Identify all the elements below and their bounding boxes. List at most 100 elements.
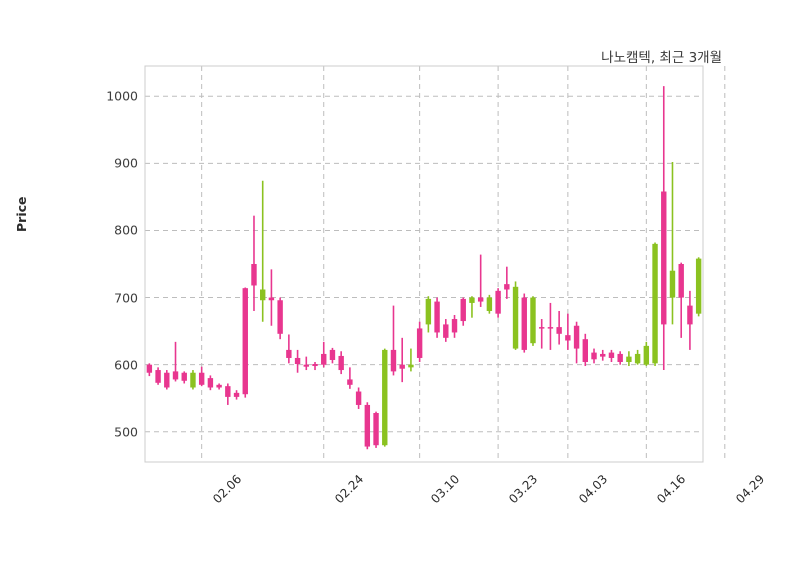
- candle-body: [268, 297, 275, 301]
- candle-body: [539, 327, 545, 329]
- candle-body: [512, 286, 519, 349]
- candlestick: [338, 351, 344, 375]
- candle-body: [172, 371, 179, 380]
- candlestick: [146, 363, 153, 377]
- candle-body: [312, 364, 318, 367]
- candlestick: [695, 257, 702, 317]
- candlestick: [355, 387, 362, 409]
- candlestick: [626, 351, 632, 367]
- candle-body: [443, 324, 449, 338]
- candle-body: [530, 297, 536, 344]
- candle-body: [390, 349, 397, 372]
- candle-body: [652, 243, 658, 364]
- y-axis-tick-label: 600: [114, 357, 138, 373]
- candlestick: [181, 371, 187, 384]
- candle-body: [495, 290, 501, 314]
- candle-body: [460, 298, 466, 322]
- candlestick: [225, 383, 231, 405]
- candlestick: [530, 296, 536, 346]
- candle-body: [521, 297, 527, 350]
- y-axis-tick-label: 800: [114, 222, 138, 238]
- candlestick: [469, 296, 475, 318]
- candle-body: [425, 298, 432, 325]
- candlestick: [600, 349, 606, 361]
- candle-body: [695, 258, 702, 314]
- candlestick: [260, 180, 266, 322]
- candlestick: [251, 215, 257, 311]
- candle-body: [373, 413, 379, 446]
- candlestick: [565, 313, 571, 350]
- candlestick: [233, 390, 240, 400]
- candle-body: [634, 353, 641, 364]
- candlestick: [661, 86, 667, 371]
- candle-body: [416, 328, 423, 358]
- candlestick: [364, 402, 371, 450]
- candle-body: [286, 349, 292, 358]
- candlestick: [687, 290, 693, 350]
- candle-body: [547, 327, 554, 329]
- candle-body: [347, 379, 353, 385]
- grid-lines: [145, 66, 726, 462]
- candle-body: [294, 357, 301, 365]
- candle-body: [277, 300, 283, 334]
- candlestick: [312, 361, 318, 371]
- candlestick: [486, 294, 493, 314]
- candle-body: [382, 349, 388, 446]
- candle-body: [565, 335, 571, 341]
- candlestick: [164, 370, 170, 390]
- candle-body: [181, 372, 187, 381]
- candle-body: [260, 289, 266, 301]
- candle-body: [355, 391, 362, 405]
- candle-body: [486, 297, 493, 311]
- candlestick: [286, 334, 292, 364]
- candlestick: [451, 315, 458, 338]
- plot-border: [144, 65, 704, 463]
- x-axis-tick-label: 04.03: [575, 472, 611, 507]
- candle-body: [434, 301, 440, 333]
- candlestick: [207, 375, 214, 391]
- candlestick: [416, 321, 423, 362]
- candlestick: [321, 341, 327, 368]
- candlestick: [373, 411, 379, 448]
- candlestick: [669, 161, 676, 325]
- x-axis-tick-label: 04.16: [654, 472, 689, 507]
- candlestick: [495, 288, 501, 318]
- candlestick: [382, 348, 388, 447]
- candlestick: [268, 269, 275, 326]
- candlestick: [216, 383, 222, 390]
- candlestick: [539, 319, 545, 349]
- y-axis-tick-label: 700: [114, 290, 138, 306]
- candle-body: [451, 319, 458, 333]
- candlestick: [155, 367, 161, 385]
- candlestick: [443, 319, 449, 342]
- y-axis-tick-labels: 500 600 700 800 900 1000: [86, 0, 138, 575]
- candlestick: [329, 347, 336, 364]
- candle-body: [556, 327, 562, 334]
- candlestick: [652, 242, 658, 367]
- candle-body: [364, 404, 371, 447]
- candlestick: [425, 296, 432, 333]
- candle-body: [155, 370, 161, 383]
- y-axis-tick-label: 1000: [106, 88, 138, 104]
- candle-body: [321, 353, 327, 365]
- candle-body: [608, 352, 615, 358]
- y-axis-tick-label: 900: [114, 155, 138, 171]
- candle-body: [216, 384, 222, 388]
- y-axis-tick-label: 500: [114, 424, 138, 440]
- x-axis-tick-label: 02.24: [331, 472, 366, 507]
- candlestick: [547, 302, 554, 350]
- candlestick: [582, 333, 588, 367]
- candle-body: [225, 386, 231, 397]
- candlestick: [556, 310, 562, 345]
- candlestick: [477, 254, 484, 307]
- candle-body: [251, 264, 257, 286]
- candlestick: [277, 297, 283, 340]
- candle-body: [338, 355, 344, 371]
- candlestick: [242, 287, 248, 398]
- candle-body: [242, 288, 248, 395]
- candle-body: [164, 372, 170, 388]
- candle-body: [582, 339, 588, 362]
- candle-body: [504, 284, 510, 290]
